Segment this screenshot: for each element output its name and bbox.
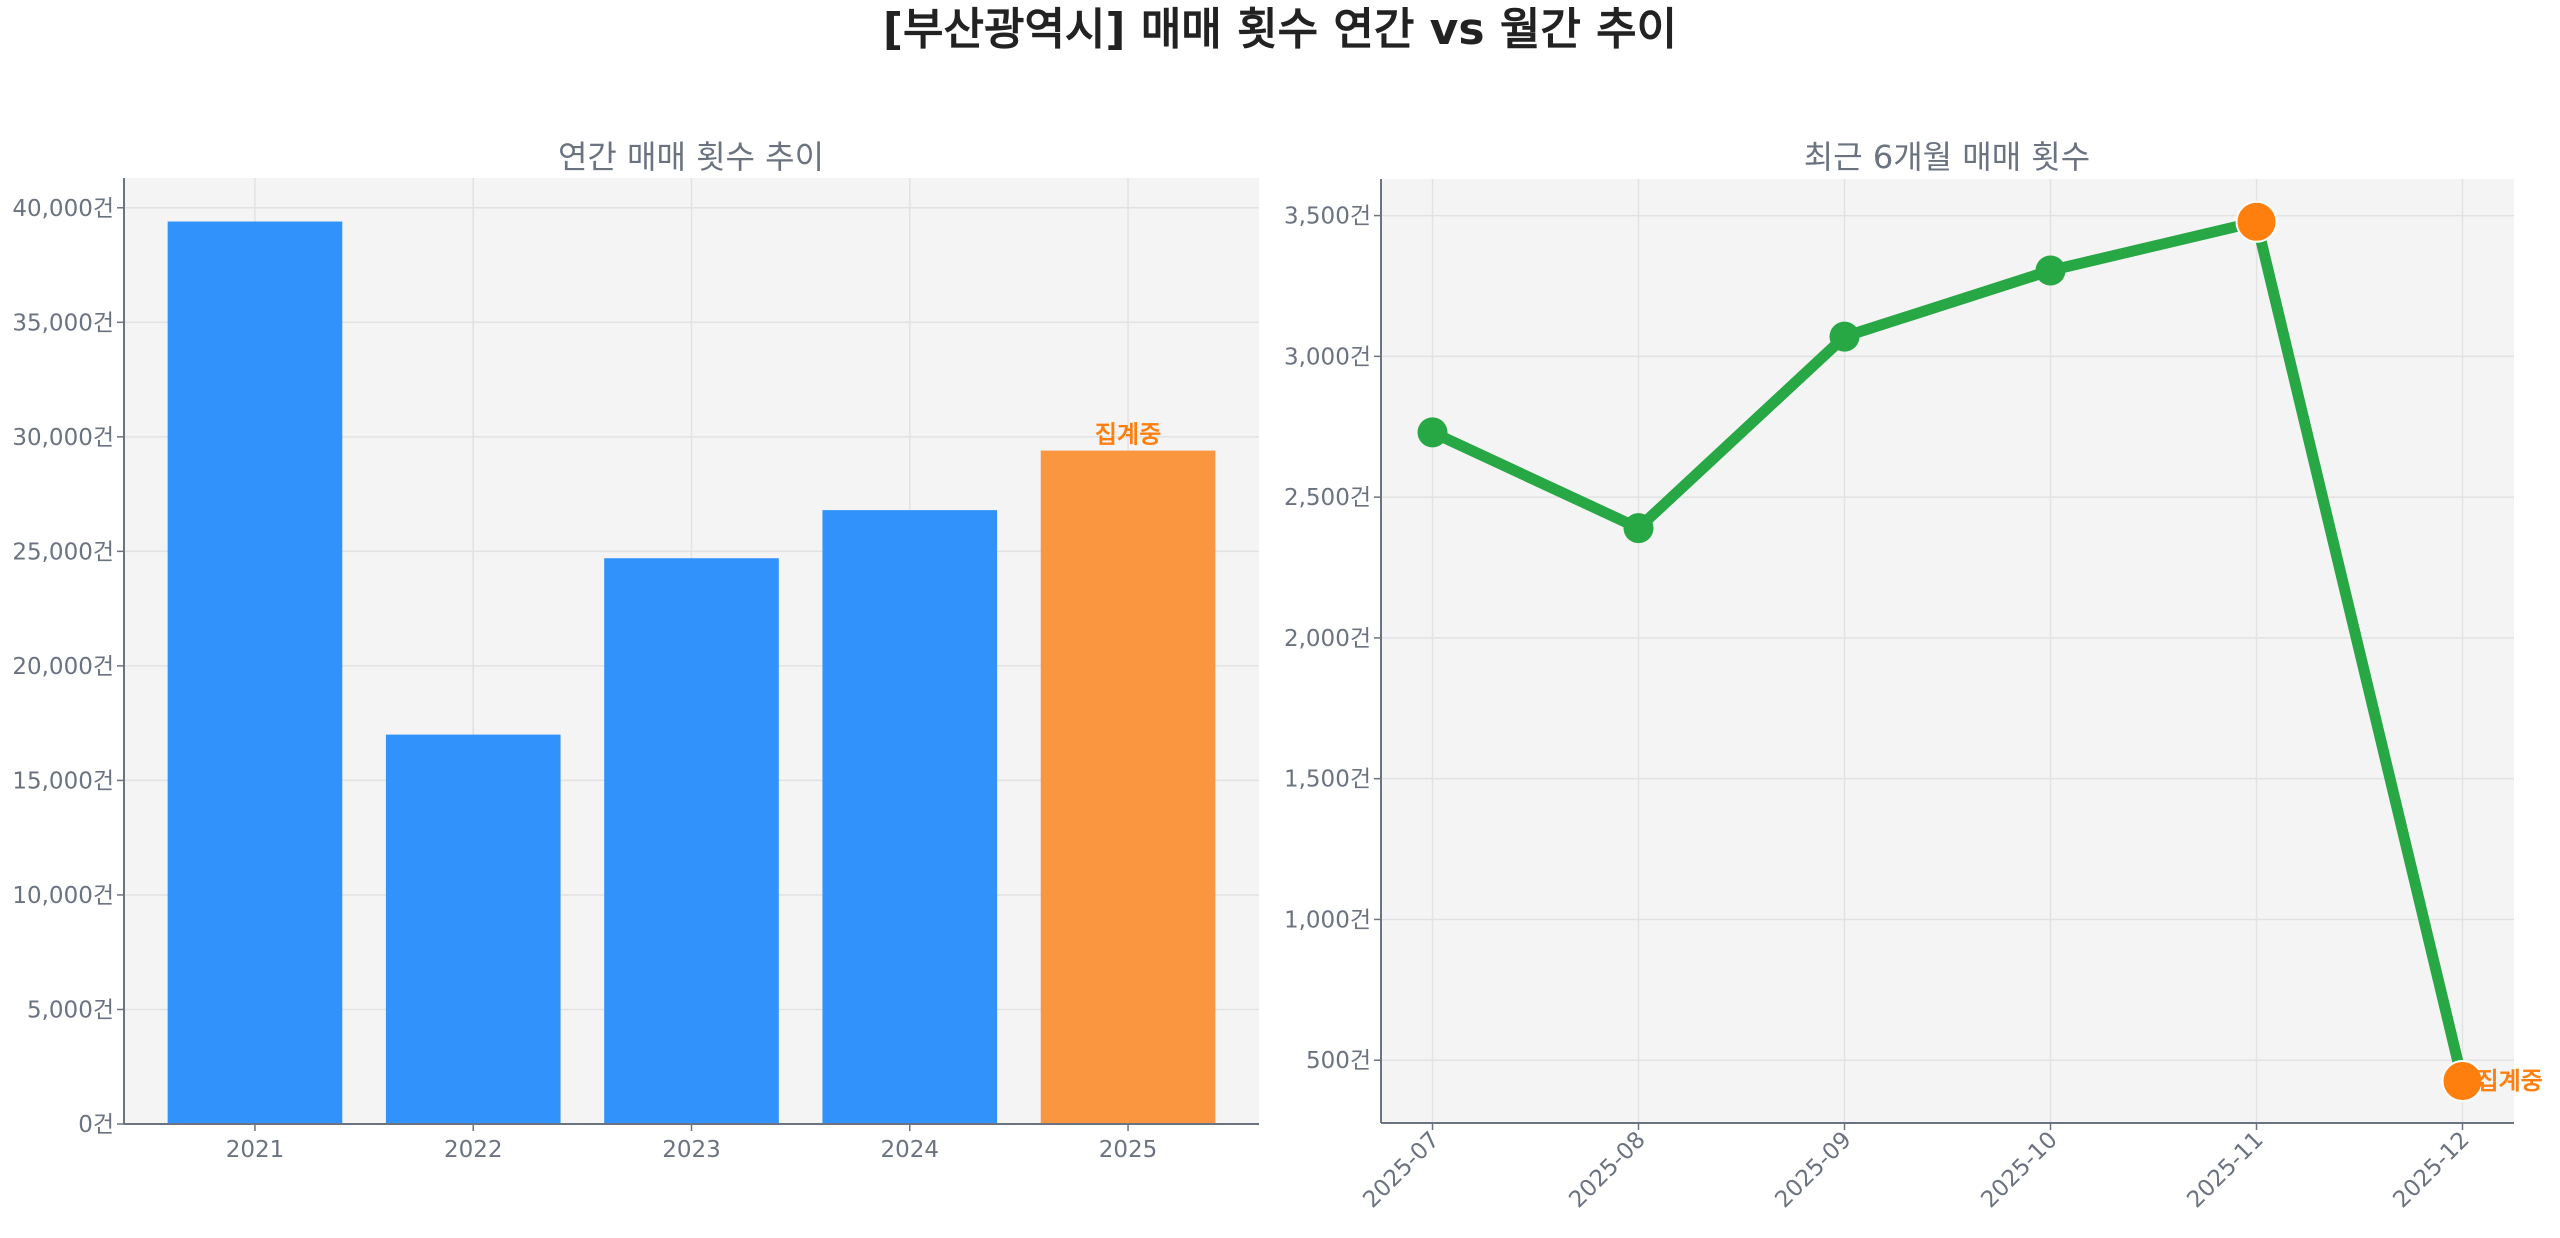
x-tick-label: 2021	[226, 1137, 285, 1163]
y-tick-label: 25,000건	[12, 539, 114, 565]
y-tick-label: 20,000건	[12, 654, 114, 680]
y-tick-label: 500건	[1306, 1048, 1371, 1074]
y-tick-label: 0건	[78, 1112, 114, 1138]
bar-2022	[385, 734, 561, 1124]
plot-area	[1381, 179, 2514, 1123]
y-tick-label: 1,000건	[1284, 907, 1371, 933]
point-2025-12	[2441, 1060, 2484, 1103]
y-tick-label: 3,500건	[1284, 204, 1371, 230]
point-2025-08	[1623, 513, 1654, 544]
y-tick-label: 1,500건	[1284, 767, 1371, 793]
x-tick-label: 2025-11	[2182, 1127, 2268, 1213]
monthly-line-chart: 최근 6개월 매매 횟수 500건 1,000건 1,500건 2,000건 2,500…	[1284, 138, 2543, 1213]
y-tick-label: 10,000건	[12, 883, 114, 909]
point-2025-09	[1829, 321, 1860, 352]
monthly-chart-title: 최근 6개월 매매 횟수	[1804, 138, 2090, 176]
bar-2024	[822, 510, 998, 1124]
point-2025-10	[2035, 255, 2066, 286]
figure-title: [부산광역시] 매매 횟수 연간 vs 월간 추이	[883, 4, 1677, 55]
annual-bar-chart: 연간 매매 횟수 추이 0건 5,000건 10,000건 15,000건 20,000…	[12, 138, 1259, 1163]
x-tick-label: 2025-10	[1976, 1127, 2062, 1213]
x-tick-label: 2025-09	[1770, 1127, 1856, 1213]
x-tick-label: 2025	[1099, 1137, 1158, 1163]
x-tick-label: 2022	[444, 1137, 503, 1163]
annotation-in-progress: 집계중	[2477, 1067, 2543, 1095]
annual-chart-title: 연간 매매 횟수 추이	[558, 138, 824, 176]
bar-2023	[604, 558, 779, 1124]
annotation-in-progress: 집계중	[1095, 421, 1161, 449]
bar-2025	[1040, 450, 1216, 1124]
x-tick-label: 2023	[662, 1137, 721, 1163]
y-tick-label: 35,000건	[12, 310, 114, 336]
y-tick-label: 30,000건	[12, 425, 114, 451]
y-tick-label: 2,000건	[1284, 626, 1371, 652]
point-2025-07	[1417, 417, 1448, 448]
y-tick-label: 3,000건	[1284, 344, 1371, 370]
bar-2021	[167, 221, 343, 1125]
y-tick-label: 5,000건	[27, 997, 114, 1023]
x-tick-label: 2025-08	[1564, 1127, 1650, 1213]
y-tick-label: 40,000건	[12, 196, 114, 222]
y-tick-label: 2,500건	[1284, 485, 1371, 511]
x-tick-label: 2025-07	[1358, 1127, 1444, 1213]
y-tick-label: 15,000건	[12, 768, 114, 794]
point-2025-11	[2235, 200, 2278, 243]
series-line	[1430, 216, 2468, 1083]
x-tick-label: 2025-12	[2388, 1127, 2474, 1213]
x-tick-label: 2024	[880, 1137, 939, 1163]
